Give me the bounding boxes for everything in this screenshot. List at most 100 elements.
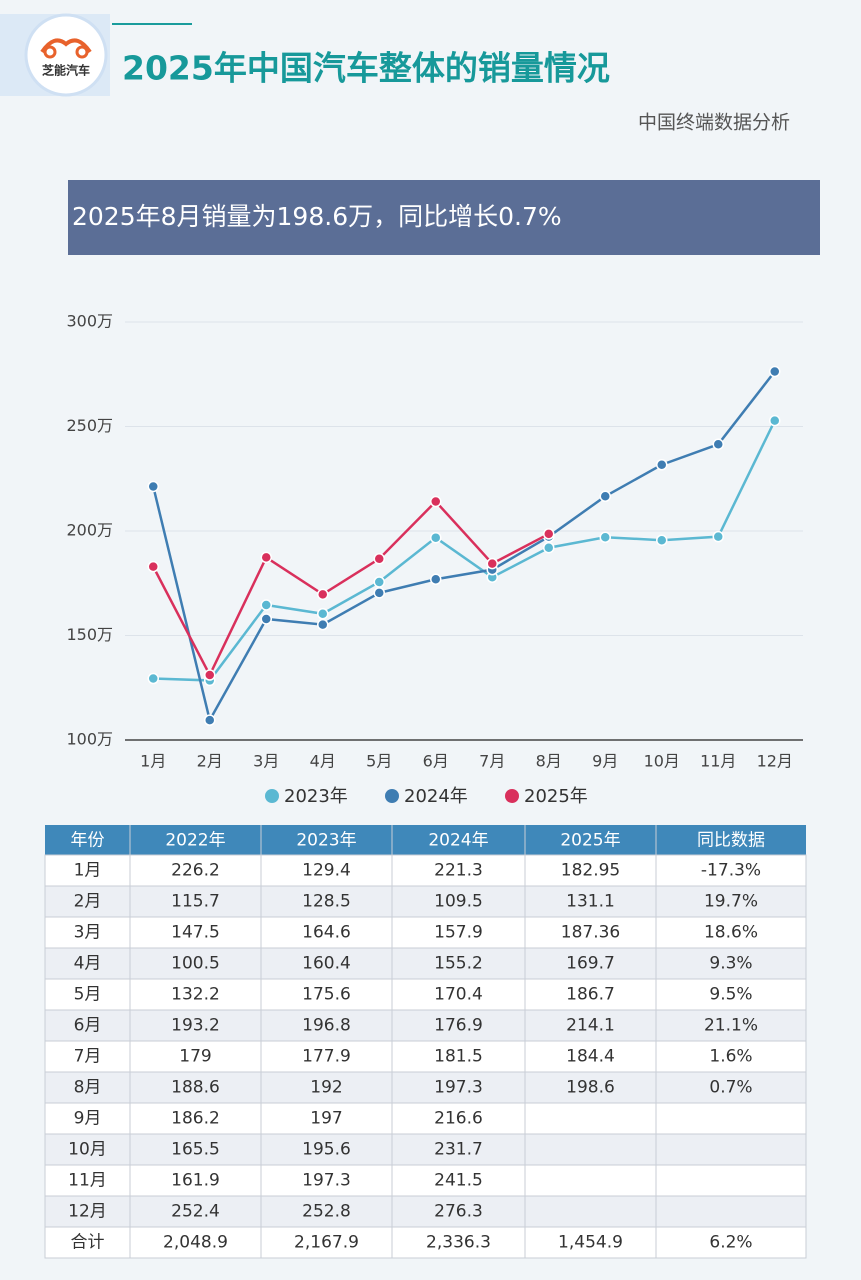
cell: 1,454.9 (558, 1233, 623, 1253)
cell: 161.9 (171, 1171, 220, 1191)
row-bg (44, 1009, 807, 1042)
cell: 19.7% (704, 892, 758, 912)
cell: 170.4 (434, 985, 483, 1005)
cell: 164.6 (302, 923, 351, 943)
cell: 252.8 (302, 1202, 351, 1222)
logo-text: 芝能汽车 (42, 63, 90, 78)
cell: -17.3% (701, 861, 761, 881)
header-cell: 2023年 (296, 831, 356, 851)
cell: 12月 (68, 1202, 107, 1222)
cell: 165.5 (171, 1140, 220, 1160)
legend-swatch (265, 789, 279, 803)
cell: 9月 (74, 1109, 102, 1129)
cell: 1月 (74, 861, 102, 881)
x-tick-label: 5月 (366, 752, 392, 771)
cell: 9.3% (709, 954, 752, 974)
point (373, 576, 385, 588)
point (147, 560, 159, 573)
cell: 6.2% (709, 1233, 752, 1253)
cell: 188.6 (171, 1078, 220, 1098)
cell: 197.3 (434, 1078, 483, 1098)
cell: 176.9 (434, 1016, 483, 1036)
cell: 2,048.9 (163, 1233, 228, 1253)
point (147, 672, 159, 685)
x-tick-label: 1月 (140, 752, 166, 771)
cell: 115.7 (171, 892, 220, 912)
logo-icon (75, 45, 89, 59)
legend-label: 2024年 (404, 786, 468, 807)
cell: 169.7 (566, 954, 615, 974)
x-tick-label: 11月 (700, 752, 736, 771)
point (712, 438, 724, 451)
cell: 128.5 (302, 892, 351, 912)
cell: 226.2 (171, 861, 220, 881)
cell: 175.6 (302, 985, 351, 1005)
point (656, 534, 668, 546)
row-bg (44, 947, 807, 980)
subtitle: 中国终端数据分析 (638, 112, 790, 134)
cell: 179 (179, 1047, 211, 1067)
cell: 109.5 (434, 892, 483, 912)
legend-swatch (505, 789, 519, 803)
y-tick-label: 200万 (66, 521, 113, 540)
legend-label: 2023年 (284, 786, 348, 807)
cell: 2,336.3 (426, 1233, 491, 1253)
series-line (152, 499, 550, 678)
cell: 2月 (74, 892, 102, 912)
point (599, 531, 611, 544)
series-line (152, 370, 776, 724)
cell: 214.1 (566, 1016, 615, 1036)
cell: 2,167.9 (294, 1233, 359, 1253)
cell: 157.9 (434, 923, 483, 943)
point (373, 553, 385, 565)
x-tick-label: 6月 (423, 752, 449, 771)
cell: 7月 (74, 1047, 102, 1067)
cell: 177.9 (302, 1047, 351, 1067)
cell: 合计 (71, 1233, 105, 1253)
y-tick-label: 100万 (66, 730, 113, 749)
x-tick-label: 4月 (310, 752, 336, 771)
point (769, 414, 781, 427)
cell: 9.5% (709, 985, 752, 1005)
series-line (153, 420, 776, 682)
point (317, 608, 329, 620)
cell: 192 (310, 1078, 342, 1098)
point (204, 714, 216, 726)
cell: 216.6 (434, 1109, 483, 1129)
cell: 6月 (74, 1016, 102, 1036)
cell: 197.3 (302, 1171, 351, 1191)
point (543, 528, 555, 540)
point (373, 587, 385, 599)
point (317, 588, 329, 601)
cell: 182.95 (561, 861, 620, 881)
cell: 0.7% (709, 1078, 752, 1098)
x-tick-label: 9月 (592, 752, 618, 771)
x-tick-label: 10月 (644, 752, 680, 771)
cell: 11月 (68, 1171, 107, 1191)
cell: 195.6 (302, 1140, 351, 1160)
cell: 181.5 (434, 1047, 483, 1067)
cell: 100.5 (171, 954, 220, 974)
cell: 132.2 (171, 985, 220, 1005)
y-tick-label: 150万 (66, 625, 113, 644)
banner (68, 180, 820, 255)
point (204, 669, 216, 681)
cell: 3月 (74, 923, 102, 943)
x-tick-label: 12月 (757, 752, 793, 771)
point (430, 531, 442, 544)
row-bg (44, 1102, 807, 1135)
header-row (45, 825, 806, 855)
point (543, 541, 555, 554)
logo-icon (40, 38, 92, 54)
row-bg (44, 1164, 807, 1197)
cell: 197 (310, 1109, 342, 1129)
table: 年份 2022年 2023年 2024年 2025年 同比数据 1月 226.2 129.4 22… (44, 825, 807, 1259)
cell: 160.4 (302, 954, 351, 974)
y-tick-label: 300万 (66, 312, 113, 331)
x-tick-label: 3月 (253, 752, 279, 771)
title: 2025年中国汽车整体的销量情况 (122, 49, 610, 88)
logo-circle (24, 13, 108, 97)
header-cell: 2022年 (165, 831, 225, 851)
cell: 196.8 (302, 1016, 351, 1036)
